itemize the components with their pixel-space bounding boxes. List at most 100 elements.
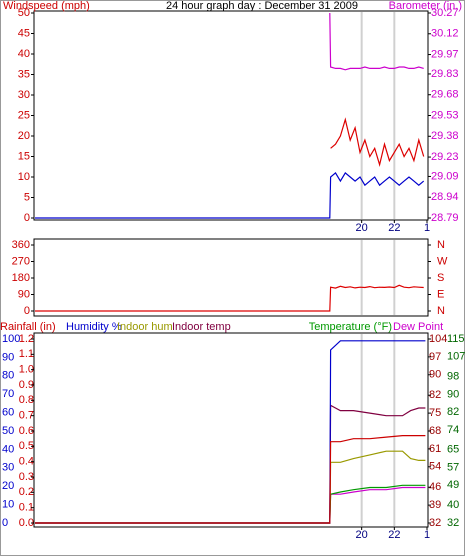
y-tick-label: 0.1: [19, 502, 34, 514]
series-label: Indoor hum: [117, 321, 173, 333]
y3-tick-label: 32: [429, 517, 441, 529]
y2-axis-label: Barometer (in.): [389, 0, 462, 12]
y-tick-label: 1.2: [19, 333, 34, 345]
y2-tick-label: 70: [2, 388, 14, 400]
y3-tick-label: 97: [429, 351, 441, 363]
y-tick-label: 25: [18, 109, 30, 121]
y2-tick-label: N: [437, 305, 445, 317]
x-tick-label: 20: [356, 222, 368, 234]
series-label: Temperature (°F): [309, 321, 392, 333]
y2-tick-label: 30.27: [431, 7, 459, 19]
y4-tick-label: 115: [447, 333, 465, 345]
y3-tick-label: 61: [429, 443, 441, 455]
y-tick-label: 20: [18, 130, 30, 142]
y3-tick-label: 75: [429, 407, 441, 419]
data-line: [35, 340, 426, 524]
y-tick-label: 45: [18, 27, 30, 39]
y2-tick-label: S: [437, 272, 444, 284]
y4-tick-label: 65: [447, 444, 459, 456]
x-tick-label: 22: [388, 529, 400, 541]
plot-frame: [33, 238, 429, 317]
y-tick-label: 270: [12, 255, 30, 267]
series-label: Rainfall (in): [0, 321, 56, 333]
y2-tick-label: 29.53: [431, 109, 459, 121]
series-label: Indoor temp: [172, 321, 231, 333]
y4-tick-label: 107: [447, 351, 465, 363]
series-label: Dew Point: [393, 321, 443, 333]
y2-tick-label: 50: [2, 425, 14, 437]
y2-tick-label: 30: [2, 462, 14, 474]
x-tick-label: 1: [424, 529, 430, 541]
y2-tick-label: N: [437, 239, 445, 251]
y-tick-label: 30: [18, 89, 30, 101]
y2-tick-label: 28.79: [431, 212, 459, 224]
data-line: [35, 171, 425, 219]
y3-tick-label: 90: [429, 369, 441, 381]
y3-tick-label: 82: [429, 389, 441, 401]
y2-tick-label: 0: [2, 517, 8, 529]
y-tick-label: 1.0: [19, 364, 34, 376]
y2-tick-label: E: [437, 288, 444, 300]
y2-tick-label: 29.23: [431, 151, 459, 163]
y2-tick-label: 20: [2, 480, 14, 492]
x-tick-label: 1: [424, 222, 430, 234]
y2-tick-label: 80: [2, 370, 14, 382]
y4-tick-label: 98: [447, 371, 459, 383]
y-axis-label: Windspeed (mph): [3, 0, 90, 12]
y3-tick-label: 54: [429, 461, 441, 473]
chart-title: 24 hour graph day : December 31 2009: [166, 0, 358, 12]
data-line: [35, 435, 426, 524]
y-tick-label: 0.7: [19, 410, 34, 422]
data-line: [35, 284, 424, 312]
y-tick-label: 0.3: [19, 471, 34, 483]
y3-tick-label: 68: [429, 425, 441, 437]
y2-tick-label: 29.83: [431, 68, 459, 80]
y-tick-label: 90: [18, 288, 30, 300]
y-tick-label: 35: [18, 68, 30, 80]
y-tick-label: 40: [18, 48, 30, 60]
y-tick-label: 0.2: [19, 486, 34, 498]
y4-tick-label: 57: [447, 461, 459, 473]
y2-tick-label: 29.68: [431, 89, 459, 101]
y-tick-label: 15: [18, 150, 30, 162]
plot-frame: [33, 10, 429, 221]
y-tick-label: 0.6: [19, 425, 34, 437]
data-line: [330, 117, 425, 168]
y-tick-label: 360: [12, 239, 30, 251]
y-tick-label: 0.9: [19, 379, 34, 391]
y-tick-label: 1.1: [19, 348, 34, 360]
y-tick-label: 0.4: [19, 456, 34, 468]
x-tick-label: 20: [356, 529, 368, 541]
y-tick-label: 0: [24, 212, 30, 224]
y3-tick-label: 104: [429, 333, 447, 345]
y-tick-label: 0.0: [19, 517, 34, 529]
y2-tick-label: 29.97: [431, 48, 459, 60]
y4-tick-label: 49: [447, 479, 459, 491]
x-tick-label: 22: [388, 222, 400, 234]
y-tick-label: 5: [24, 191, 30, 203]
y3-tick-label: 39: [429, 499, 441, 511]
y4-tick-label: 32: [447, 517, 459, 529]
y2-tick-label: 30.12: [431, 28, 459, 40]
series-label: Humidity %: [66, 321, 122, 333]
y2-tick-label: 90: [2, 351, 14, 363]
y-tick-label: 0.8: [19, 394, 34, 406]
y2-tick-label: 28.94: [431, 191, 459, 203]
y2-tick-label: 100: [2, 333, 20, 345]
y4-tick-label: 82: [447, 406, 459, 418]
data-line: [329, 12, 424, 71]
y-tick-label: 10: [18, 171, 30, 183]
plot-frame: [33, 332, 429, 528]
y4-tick-label: 40: [447, 499, 459, 511]
y4-tick-label: 90: [447, 388, 459, 400]
y2-tick-label: 40: [2, 443, 14, 455]
y2-tick-label: 29.38: [431, 130, 459, 142]
y-tick-label: 0.5: [19, 440, 34, 452]
y-tick-label: 50: [18, 7, 30, 19]
y2-tick-label: 29.09: [431, 170, 459, 182]
y2-tick-label: 10: [2, 499, 14, 511]
y2-tick-label: 60: [2, 407, 14, 419]
y3-tick-label: 46: [429, 481, 441, 493]
y-tick-label: 180: [12, 272, 30, 284]
